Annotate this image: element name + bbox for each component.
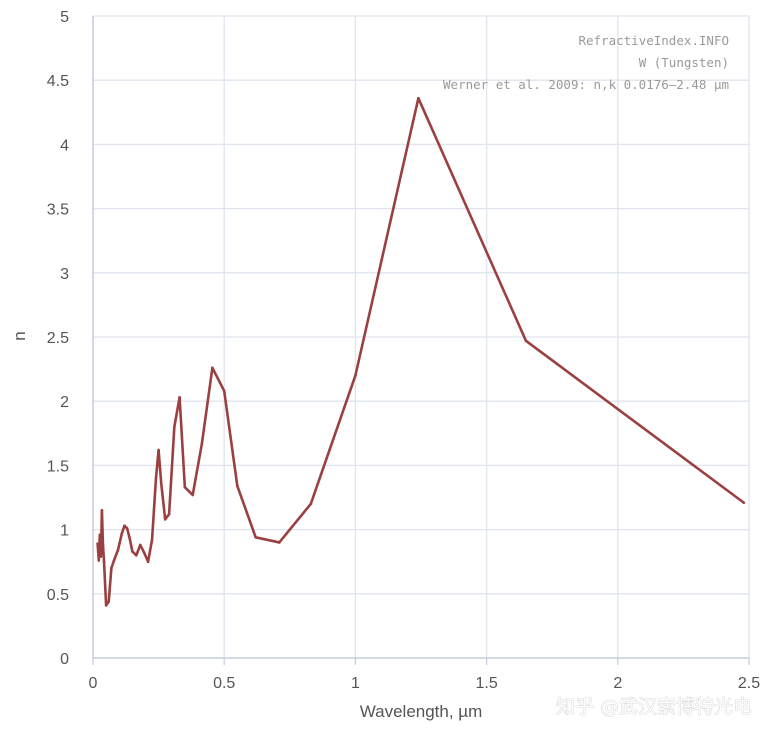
- data-point: [135, 553, 138, 557]
- x-axis-title: Wavelength, µm: [360, 702, 483, 721]
- data-point: [157, 448, 160, 452]
- y-tick-label: 5: [60, 9, 69, 26]
- data-point: [131, 550, 134, 553]
- data-point: [97, 559, 101, 562]
- data-point: [120, 532, 124, 535]
- data-point: [98, 533, 102, 537]
- data-point: [100, 509, 104, 512]
- x-tick-label: 1.5: [475, 675, 497, 692]
- data-point: [99, 555, 103, 558]
- data-point: [742, 501, 746, 504]
- x-axis-ticks: 0 0.5 1 1.5 2 2.5: [89, 658, 760, 692]
- data-point: [167, 512, 171, 516]
- data-point: [191, 493, 195, 497]
- x-tick-label: 2: [613, 675, 622, 692]
- data-point: [159, 482, 163, 485]
- x-tick-label: 2.5: [738, 675, 760, 692]
- y-axis-ticks: 0 0.5 1 1.5 2 2.5 3 3.5 4 4.5 5: [47, 9, 69, 668]
- data-point: [354, 374, 357, 377]
- data-point: [96, 542, 99, 546]
- data-point: [173, 425, 176, 429]
- data-point: [183, 485, 187, 489]
- source-annotation: RefractiveIndex.INFO W (Tungsten) Werner…: [443, 33, 729, 92]
- annotation-material: W (Tungsten): [639, 55, 729, 70]
- series-line-n: [96, 96, 746, 607]
- y-tick-label: 1.5: [47, 458, 69, 475]
- data-point: [150, 538, 154, 542]
- data-point: [254, 536, 257, 539]
- data-point: [123, 524, 126, 528]
- data-point: [524, 339, 528, 343]
- data-point: [417, 96, 420, 100]
- data-point: [101, 543, 105, 547]
- y-tick-label: 0: [60, 651, 69, 668]
- y-tick-label: 2.5: [47, 330, 69, 347]
- data-point: [142, 551, 146, 555]
- data-point: [104, 604, 108, 607]
- data-point: [125, 527, 129, 530]
- data-point: [211, 366, 214, 370]
- x-tick-label: 0: [89, 675, 98, 692]
- y-tick-label: 2: [60, 394, 69, 411]
- data-point: [309, 502, 313, 506]
- data-point: [138, 543, 142, 547]
- y-tick-label: 3.5: [47, 202, 69, 219]
- data-point: [222, 389, 226, 393]
- data-point: [128, 537, 132, 540]
- data-point: [200, 442, 204, 445]
- y-axis-title: n: [10, 331, 29, 340]
- data-point: [112, 559, 116, 562]
- annotation-site: RefractiveIndex.INFO: [578, 33, 729, 48]
- data-point: [154, 476, 158, 480]
- y-tick-label: 0.5: [47, 587, 69, 604]
- axes: [92, 16, 749, 659]
- series-layer: [96, 96, 746, 607]
- data-point: [107, 600, 111, 603]
- data-point: [146, 560, 150, 563]
- y-tick-label: 4: [60, 137, 69, 154]
- grid-lines: [93, 15, 750, 659]
- data-point: [110, 566, 113, 570]
- y-tick-label: 4.5: [47, 73, 69, 90]
- data-point: [163, 518, 167, 521]
- data-point: [278, 541, 281, 544]
- x-tick-label: 1: [351, 675, 360, 692]
- y-tick-label: 1: [60, 523, 69, 540]
- data-point: [178, 396, 181, 399]
- watermark: 知乎 @武汉索博特光电: [556, 696, 752, 718]
- y-tick-label: 3: [60, 266, 69, 283]
- data-point: [236, 484, 239, 488]
- annotation-dataset: Werner et al. 2009: n,k 0.0176–2.48 µm: [443, 77, 729, 92]
- data-point: [116, 548, 120, 552]
- x-tick-label: 0.5: [213, 675, 235, 692]
- data-point: [102, 560, 106, 563]
